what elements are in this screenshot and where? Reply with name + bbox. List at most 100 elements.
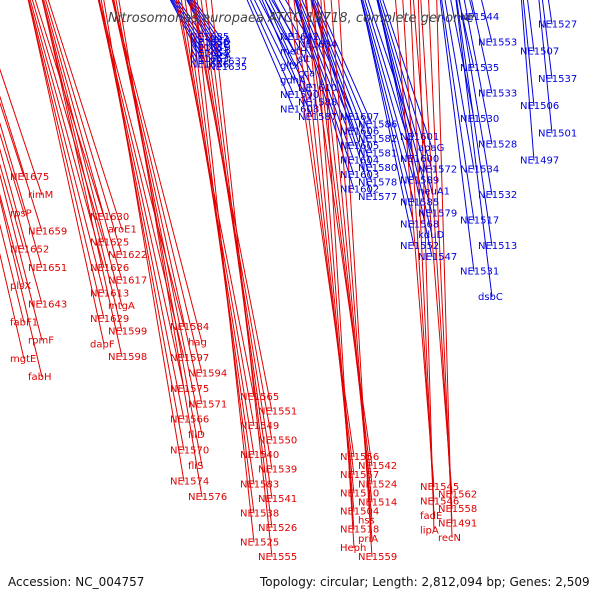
reverse-gene-label: NE1626 [90, 263, 129, 274]
reverse-gene-label: NE1565 [240, 392, 279, 403]
leader-line [29, 0, 105, 269]
leader-line [304, 0, 373, 467]
reverse-gene-label: NE1538 [240, 508, 279, 519]
reverse-gene-label: NE1491 [438, 518, 477, 529]
leader-line [210, 0, 273, 558]
forward-gene-label: NE1517 [460, 216, 499, 227]
forward-gene-label: NE1580 [358, 163, 397, 174]
reverse-gene-label: NE1555 [258, 552, 297, 563]
forward-gene-label: cca [298, 68, 315, 79]
reverse-gene-label: NE1546 [420, 497, 459, 508]
leader-line [312, 0, 355, 530]
leader-line [402, 0, 435, 502]
leader-line [409, 0, 435, 517]
leader-line [47, 0, 123, 230]
forward-gene-label: gltX [280, 61, 300, 72]
forward-gene-label: NE1534 [460, 165, 499, 176]
forward-gene-label: NE1568 [400, 219, 439, 230]
forward-gene-label: NE1585 [400, 198, 439, 209]
leader-line [323, 0, 373, 521]
leader-line [338, 0, 373, 558]
forward-gene-label: NE1602 [340, 185, 379, 196]
forward-gene-label: NE1533 [478, 88, 517, 99]
leader-line [184, 0, 255, 485]
forward-gene-label: NE1588 [298, 98, 337, 109]
reverse-gene-label: NE1594 [188, 368, 227, 379]
forward-gene-label: NE1582 [358, 134, 397, 145]
reverse-gene-label: fliS [188, 461, 203, 472]
reverse-gene-label: mgtE [10, 354, 36, 365]
reverse-gene-label: fadE [420, 511, 442, 522]
reverse-gene-label: hag [188, 338, 207, 349]
reverse-gene-label: NE1504 [340, 507, 379, 518]
leader-line [41, 0, 123, 332]
reverse-gene-label: NE1562 [438, 489, 477, 500]
reverse-gene-label: NE1556 [340, 452, 379, 463]
forward-gene-label: NE1603 [340, 170, 379, 181]
reverse-gene-label: NE1541 [258, 494, 297, 505]
accession-text: Accession: NC_004757 [8, 575, 144, 589]
leader-line [420, 0, 453, 509]
reverse-gene-label: NE1571 [188, 399, 227, 410]
leader-line [428, 0, 453, 524]
reverse-gene-label: Heph [340, 543, 366, 554]
leader-line [97, 0, 185, 359]
map-title: Nitrosomonas europaea ATCC 19718, comple… [108, 11, 474, 26]
reverse-gene-label: NE1630 [90, 212, 129, 223]
leader-line [31, 0, 105, 243]
forward-gene-label: NE1528 [478, 139, 517, 150]
forward-gene-label: NE1587 [298, 112, 337, 123]
forward-gene-label: NE1605 [340, 141, 379, 152]
forward-gene-label: NE1537 [538, 74, 577, 85]
leader-line [27, 0, 105, 319]
forward-gene-label: czcB [208, 46, 231, 57]
forward-gene-label: NE1501 [538, 128, 577, 139]
forward-gene-label: NE1535 [460, 63, 499, 74]
leader-line [189, 0, 255, 514]
reverse-gene-label: NE1651 [28, 263, 67, 274]
reverse-gene-label: NE1542 [358, 461, 397, 472]
leader-line [118, 0, 203, 498]
reverse-gene-label: NE1518 [340, 525, 379, 536]
leader-line [103, 0, 185, 482]
reverse-gene-label: aroE1 [108, 225, 137, 236]
leader-line [316, 0, 373, 503]
leader-line [412, 0, 453, 495]
reverse-gene-label: NE1524 [358, 479, 397, 490]
forward-gene-label: NE1601 [400, 132, 439, 143]
reverse-gene-label: fabH [28, 372, 52, 383]
reverse-gene-label: NE1598 [108, 352, 147, 363]
leader-line [258, 0, 295, 67]
reverse-gene-label: priA [358, 534, 378, 545]
forward-gene-label: NE1497 [520, 156, 559, 167]
forward-gene-label: NE1655 [190, 43, 229, 54]
gene-labels: NE1685carANE1656carBNE1655czcBNE1654czcA… [10, 0, 577, 563]
leader-line [190, 0, 273, 412]
reverse-gene-label: rpsP [10, 208, 32, 219]
reverse-gene-label: NE1629 [90, 314, 129, 325]
leader-line [200, 0, 273, 499]
leader-line [112, 0, 203, 343]
reverse-gene-label: NE1558 [438, 504, 477, 515]
forward-gene-label: NE1685 [190, 32, 229, 43]
leader-line [42, 0, 123, 307]
forward-gene-label: NE1579 [418, 208, 457, 219]
leader-line [330, 0, 373, 539]
forward-gene-label: NE1513 [478, 241, 517, 252]
reverse-gene-label: NE1510 [340, 488, 379, 499]
forward-gene-label: NE1590 [280, 90, 319, 101]
reverse-gene-label: NE1525 [240, 538, 279, 549]
reverse-gene-label: NE1570 [170, 446, 209, 457]
forward-gene-label: metH [280, 47, 307, 58]
reverse-gene-label: NE1575 [170, 384, 209, 395]
leader-line [310, 0, 373, 485]
forward-gene-label: NE1636 [190, 59, 229, 70]
forward-gene-label: kduD [418, 230, 444, 241]
reverse-gene-label: NE1583 [240, 479, 279, 490]
forward-gene-label: carB [208, 40, 231, 51]
reverse-gene-label: mtgA [108, 301, 135, 312]
reverse-gene-label: NE1549 [240, 421, 279, 432]
reverse-gene-label: recN [438, 533, 461, 544]
forward-gene-label: NE1532 [478, 190, 517, 201]
